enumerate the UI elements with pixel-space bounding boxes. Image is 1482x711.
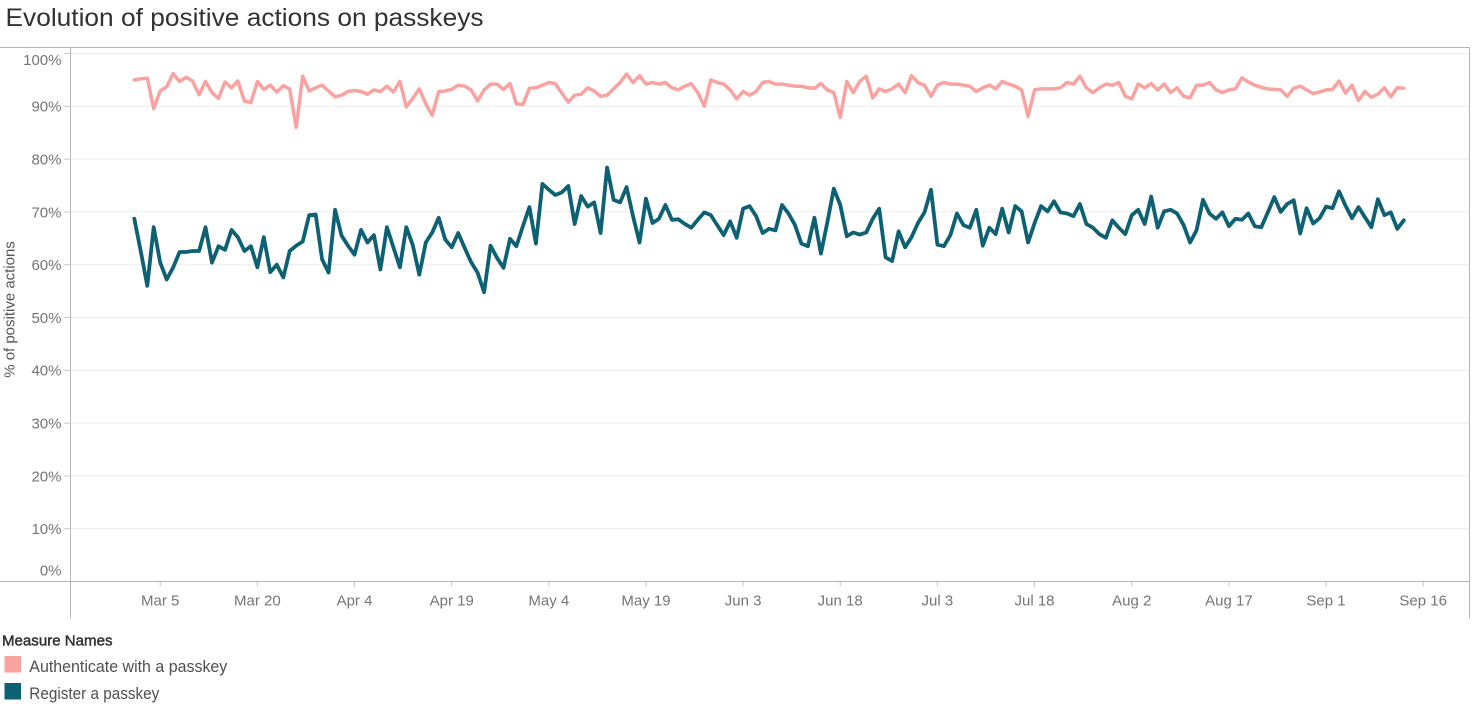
svg-text:May 4: May 4	[528, 593, 569, 610]
svg-text:40%: 40%	[31, 363, 61, 380]
svg-text:Aug 17: Aug 17	[1205, 593, 1253, 610]
svg-text:May 19: May 19	[621, 593, 670, 610]
svg-text:Mar 5: Mar 5	[141, 593, 179, 610]
svg-text:50%: 50%	[31, 310, 61, 327]
svg-text:Sep 1: Sep 1	[1306, 593, 1345, 610]
svg-text:0%: 0%	[40, 562, 62, 579]
svg-text:30%: 30%	[31, 416, 61, 433]
svg-text:Jun 18: Jun 18	[818, 593, 863, 610]
svg-text:Apr 19: Apr 19	[430, 593, 474, 610]
svg-text:Authenticate with a passkey: Authenticate with a passkey	[29, 657, 227, 676]
svg-text:Evolution of positive actions: Evolution of positive actions on passkey…	[6, 4, 484, 32]
svg-text:Register a passkey: Register a passkey	[29, 684, 159, 703]
svg-text:10%: 10%	[31, 521, 61, 538]
svg-text:% of positive actions: % of positive actions	[2, 241, 19, 378]
svg-text:70%: 70%	[31, 204, 61, 221]
svg-text:20%: 20%	[31, 468, 61, 485]
svg-text:100%: 100%	[23, 52, 61, 69]
svg-text:Mar 20: Mar 20	[234, 593, 281, 610]
svg-text:Jun 3: Jun 3	[725, 593, 762, 610]
svg-text:Jul 3: Jul 3	[922, 593, 954, 610]
svg-text:Apr 4: Apr 4	[337, 593, 373, 610]
svg-text:90%: 90%	[31, 99, 61, 116]
svg-text:Sep 16: Sep 16	[1399, 593, 1447, 610]
svg-text:60%: 60%	[31, 257, 61, 274]
svg-text:Jul 18: Jul 18	[1014, 593, 1054, 610]
svg-text:Aug 2: Aug 2	[1112, 593, 1151, 610]
svg-text:80%: 80%	[31, 152, 61, 169]
svg-text:Measure Names: Measure Names	[2, 633, 113, 649]
